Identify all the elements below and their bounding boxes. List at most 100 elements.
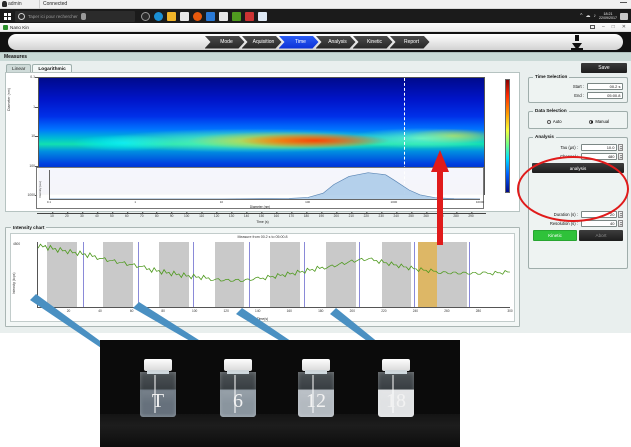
- heatmap-xtick: 60: [125, 212, 129, 218]
- intensity-chart[interactable]: Measure from 00.2 s to 05:00.8 Intensity…: [10, 233, 515, 322]
- inset-xtick: 1000: [390, 200, 398, 204]
- duration-field[interactable]: 20: [581, 211, 617, 218]
- radio-auto[interactable]: Auto: [546, 119, 562, 124]
- intensity-plot[interactable]: [37, 242, 510, 308]
- tab-logarithmic[interactable]: Logarithmic: [32, 64, 72, 73]
- clock-date: 22/09/2017: [599, 16, 617, 20]
- maximize-window-icon[interactable]: □: [611, 23, 615, 30]
- resolution-field[interactable]: 40: [581, 220, 617, 227]
- edge-icon[interactable]: [154, 11, 163, 21]
- restore-window-icon[interactable]: [589, 25, 595, 29]
- intensity-xtick: 80: [161, 309, 165, 313]
- cortana-icon: [18, 12, 25, 20]
- intensity-band: [381, 242, 412, 307]
- notepad-icon[interactable]: [258, 11, 267, 21]
- task-view-icon[interactable]: [141, 11, 150, 21]
- heatmap-xtick: 290: [468, 212, 474, 218]
- mail-icon[interactable]: [219, 11, 228, 21]
- volume-icon[interactable]: ♪: [593, 13, 597, 19]
- abort-button[interactable]: Abort: [579, 230, 623, 241]
- app-red-icon[interactable]: [245, 11, 254, 21]
- intensity-chart-panel: Intensity chart Measure from 00.2 s to 0…: [5, 224, 520, 327]
- turbidity-vials-photo: T 6 12 18: [100, 340, 460, 447]
- file-explorer-icon[interactable]: [167, 11, 176, 21]
- end-field[interactable]: 05:00.8: [587, 92, 623, 99]
- intensity-chart-title: Measure from 00.2 s to 05:00.8: [237, 235, 288, 239]
- step-kinetic[interactable]: Kinetic: [353, 36, 393, 49]
- download-icon[interactable]: [569, 35, 585, 50]
- store-icon[interactable]: [180, 11, 189, 21]
- windows-taskbar: Taper ici pour rechercher ^ ☁ ♪ 18:21 22…: [0, 9, 631, 23]
- app-green-icon[interactable]: [232, 11, 241, 21]
- heatmap-xtick: 10: [50, 212, 54, 218]
- taskbar-search-input[interactable]: Taper ici pour rechercher: [15, 10, 135, 22]
- step-aquisition[interactable]: Aquisition: [242, 36, 282, 49]
- heatmap-xtick: 170: [288, 212, 295, 218]
- intensity-xtick: 40: [98, 309, 102, 313]
- workflow-stepbar: Mode Aquisition Time Analysis Kinetic Re…: [0, 32, 631, 52]
- vial-3-label: 12: [306, 390, 326, 412]
- heatmap-xtick: 50: [110, 212, 114, 218]
- resolution-stepper[interactable]: [618, 220, 623, 227]
- start-label: Start :: [572, 84, 584, 89]
- chevron-up-icon[interactable]: ^: [580, 13, 583, 19]
- save-button[interactable]: Save: [581, 63, 627, 73]
- channel-field[interactable]: 480: [581, 153, 617, 160]
- tau-label: Tau (µs) :: [560, 145, 578, 150]
- heatmap-xtick: 110: [199, 212, 205, 218]
- network-icon[interactable]: ☁: [585, 13, 591, 19]
- channel-stepper[interactable]: [618, 153, 623, 160]
- intensity-band-divider: [82, 242, 84, 307]
- duration-row: Duration (s) : 20: [533, 211, 623, 218]
- content-area: Linear Logarithmic Diameter (nm) 0.1 1 10 1…: [0, 61, 631, 333]
- inset-xtick: 0.1: [46, 200, 52, 204]
- kinetic-button[interactable]: Kinetic: [533, 230, 577, 241]
- vial-1: T: [138, 359, 178, 417]
- tau-field[interactable]: 10.0: [581, 144, 617, 151]
- outlook-icon[interactable]: [206, 11, 215, 21]
- heatmap-xlabel: Time (s): [256, 220, 269, 224]
- step-mode[interactable]: Mode: [205, 36, 245, 49]
- heatmap-xtick: 270: [438, 212, 444, 218]
- size-distribution-inset[interactable]: Intensity (a.u) 0.1 1 10 100 1000 10000 Diame…: [36, 167, 484, 209]
- channel-row: Channel : 480: [533, 153, 623, 160]
- intensity-curve: [38, 243, 510, 282]
- start-field[interactable]: 00.2 s: [587, 83, 623, 90]
- minimize-window-icon[interactable]: –: [601, 23, 605, 30]
- heatmap-time-cursor[interactable]: [403, 78, 405, 194]
- start-button[interactable]: [0, 9, 14, 23]
- inset-xaxis: 0.1 1 10 100 1000 10000: [46, 200, 484, 207]
- microphone-icon[interactable]: [80, 12, 86, 20]
- inset-xtick: 10: [219, 200, 224, 204]
- step-report[interactable]: Report: [390, 36, 430, 49]
- duration-stepper[interactable]: [618, 211, 623, 218]
- heatmap-xtick: 150: [258, 212, 265, 218]
- tau-stepper[interactable]: [618, 144, 623, 151]
- resolution-label: Resolution (s) :: [549, 221, 578, 226]
- heatmap-xtick: 180: [303, 212, 310, 218]
- notifications-icon[interactable]: [620, 12, 628, 20]
- intensity-chart-legend: Intensity chart: [11, 224, 47, 230]
- radio-manual[interactable]: Manual: [589, 119, 609, 124]
- app-logo-icon: [3, 24, 8, 30]
- tab-linear[interactable]: Linear: [6, 64, 32, 73]
- analysis-button[interactable]: analysis: [532, 163, 624, 173]
- close-window-icon[interactable]: ✕: [621, 23, 626, 30]
- size-vs-time-heatmap[interactable]: Diameter (nm) 0.1 1 10 100 1000 Intensity (a…: [5, 72, 520, 212]
- clock[interactable]: 18:21 22/09/2017: [599, 12, 617, 20]
- inset-xtick: 10000: [475, 200, 485, 204]
- charts-area: Linear Logarithmic Diameter (nm) 0.1 1 10 1…: [2, 61, 523, 331]
- vial-cap-icon: [382, 359, 410, 371]
- vial-2-label: 6: [233, 390, 243, 412]
- clock-time: 18:21: [603, 11, 613, 16]
- vial-4: 18: [376, 359, 416, 417]
- heatmap-xtick: 30: [80, 212, 84, 218]
- heatmap-yaxis: 0.1 1 10 100 1000: [15, 75, 38, 197]
- minimize-icon[interactable]: [620, 2, 627, 3]
- step-analysis[interactable]: Analysis: [316, 36, 356, 49]
- step-time[interactable]: Time: [279, 36, 319, 49]
- firefox-icon[interactable]: [193, 11, 202, 21]
- heatmap-xtick: 240: [393, 212, 399, 218]
- radio-auto-dot: [546, 119, 551, 124]
- heatmap-xtick: 130: [228, 212, 235, 218]
